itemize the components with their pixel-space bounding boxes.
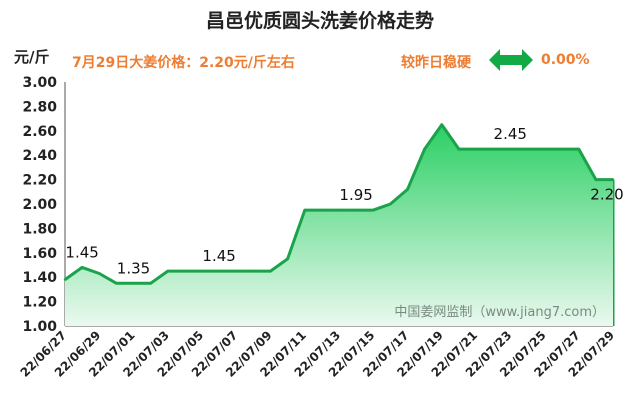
y-tick-label: 2.80: [22, 99, 57, 115]
data-point: [286, 257, 289, 261]
data-point: [594, 178, 598, 181]
data-point: [149, 282, 152, 285]
data-point: [577, 147, 580, 151]
y-tick-label: 3.00: [22, 75, 57, 91]
y-tick-label: 1.60: [22, 246, 57, 262]
data-point: [166, 269, 169, 273]
data-point: [63, 278, 67, 281]
data-point: [423, 147, 426, 151]
data-point: [457, 147, 461, 151]
data-point: [303, 208, 306, 212]
data-point: [320, 208, 324, 212]
data-point: [372, 208, 375, 212]
data-point: [491, 147, 495, 151]
data-label: 1.95: [339, 186, 372, 204]
data-label: 1.45: [65, 243, 98, 261]
trend-label: 较昨日稳硬: [401, 55, 471, 71]
data-point: [80, 266, 84, 269]
y-tick-label: 2.60: [22, 124, 57, 140]
trend-percent: 0.00%: [541, 52, 590, 68]
data-point: [98, 272, 101, 275]
y-tick-label: 1.80: [22, 221, 57, 237]
data-point: [252, 269, 255, 273]
data-label: 2.20: [590, 186, 623, 204]
data-point: [560, 147, 563, 151]
data-point: [440, 123, 443, 126]
data-point: [543, 147, 546, 151]
data-point: [389, 202, 392, 206]
data-point: [406, 188, 409, 191]
data-label: 2.45: [494, 125, 527, 143]
data-point: [235, 269, 238, 273]
data-label: 1.45: [202, 247, 235, 265]
data-label: 1.35: [117, 259, 150, 277]
watermark: 中国姜网监制（www.jiang7.com）: [394, 305, 605, 320]
data-point: [115, 282, 118, 285]
data-point: [337, 208, 341, 212]
data-point: [200, 269, 204, 273]
data-point: [132, 282, 135, 285]
y-tick-label: 2.20: [22, 173, 57, 189]
y-tick-label: 1.20: [22, 295, 57, 311]
chart-title: 昌邑优质圆头洗姜价格走势: [205, 10, 434, 32]
double-arrow-icon: [489, 49, 533, 71]
data-point: [183, 269, 187, 273]
y-tick-label: 1.40: [22, 270, 57, 286]
data-point: [474, 147, 478, 151]
y-tick-label: 2.00: [22, 197, 57, 213]
data-point: [611, 178, 615, 181]
data-point: [509, 147, 512, 151]
data-point: [354, 208, 358, 212]
price-note: 7月29日大姜价格：2.20元/斤左右: [72, 55, 295, 71]
y-tick-label: 2.40: [22, 148, 57, 164]
data-point: [269, 269, 272, 273]
data-point: [217, 269, 221, 273]
price-area: [65, 124, 613, 326]
data-point: [526, 147, 529, 151]
y-tick-label: 1.00: [22, 319, 57, 335]
y-axis-unit: 元/斤: [14, 48, 50, 66]
